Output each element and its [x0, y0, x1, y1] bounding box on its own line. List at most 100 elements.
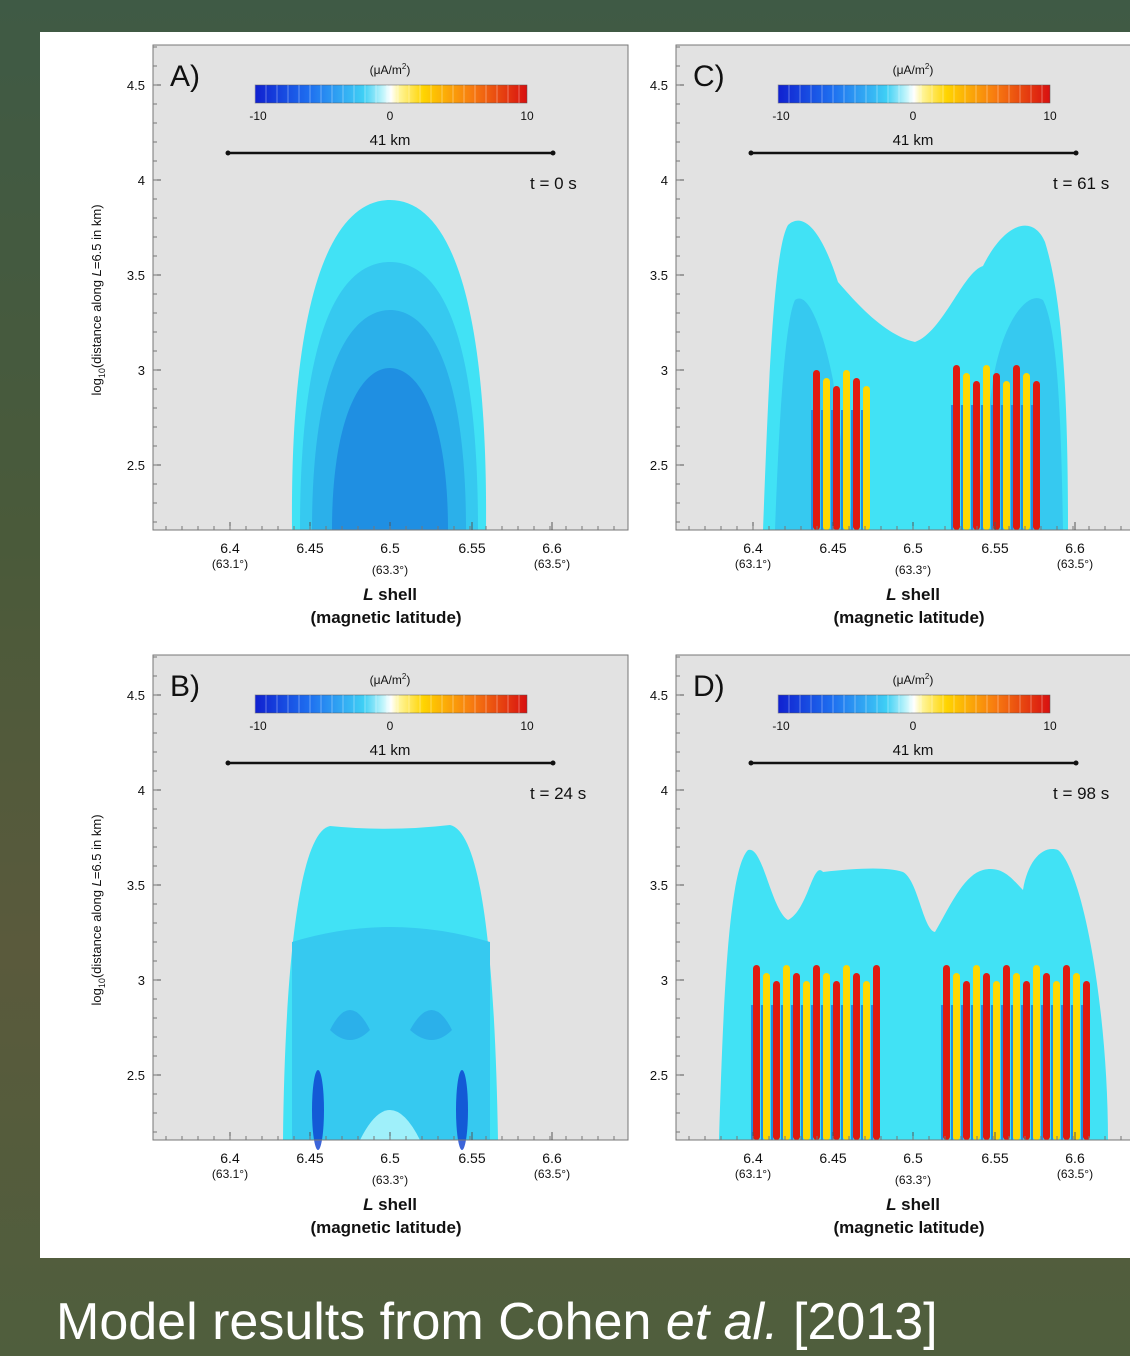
colorbar-unit-text: ): [406, 673, 410, 687]
contour-stripe: [831, 1005, 833, 1140]
panel-label: D): [693, 670, 725, 703]
contour-stripe: [971, 1005, 973, 1140]
x-axis-label-text: shell: [373, 1195, 416, 1214]
colorbar-tick-label: -10: [772, 719, 790, 733]
contour-stripe: [951, 405, 953, 530]
y-tick-label: 3.5: [650, 878, 668, 893]
x-tick-label: 6.4: [220, 1150, 240, 1166]
x-tick-label: 6.45: [819, 1150, 846, 1166]
colorbar-tick-label: -10: [249, 719, 267, 733]
contour-stripe: [953, 973, 960, 1140]
contour-stripe: [991, 1005, 993, 1140]
contour-stripe: [1051, 1005, 1053, 1140]
x-axis-label-text: shell: [373, 585, 416, 604]
y-axis-label-italic: L: [89, 269, 104, 276]
x-tick-label: 6.5: [380, 1150, 400, 1166]
contour-stripe: [953, 365, 960, 530]
x-tick-label: 6.45: [296, 540, 323, 556]
x-axis-label-text: shell: [896, 1195, 939, 1214]
y-tick-label: 2.5: [127, 1068, 145, 1083]
caption-text: [2013]: [778, 1293, 938, 1351]
x-tick-label: 6.45: [819, 540, 846, 556]
contour-stripe: [993, 373, 1000, 530]
contour-stripe: [803, 981, 810, 1140]
contour-stripe: [963, 981, 970, 1140]
contour-stripe: [963, 373, 970, 530]
contour-stripe: [1061, 1005, 1063, 1140]
contour-stripe: [941, 1005, 943, 1140]
contour-stripe: [783, 965, 790, 1140]
contour-stripe: [943, 965, 950, 1140]
y-tick-label: 3.5: [650, 268, 668, 283]
x-tick-latitude: (63.5°): [1057, 1167, 1093, 1181]
contour-stripe: [961, 1005, 963, 1140]
contour-stripe: [871, 1005, 873, 1140]
y-axis-label-text: (distance along: [89, 886, 104, 978]
x-tick-latitude: (63.3°): [895, 1173, 931, 1187]
x-tick-latitude: (63.1°): [735, 1167, 771, 1181]
y-tick-label: 4.5: [650, 688, 668, 703]
contour-stripe: [973, 965, 980, 1140]
contour-stripe: [1001, 1005, 1003, 1140]
scale-bar-label: 41 km: [893, 132, 934, 149]
y-tick-label: 3.5: [127, 878, 145, 893]
x-tick-label: 6.55: [981, 540, 1008, 556]
colorbar-unit-sup: 2: [402, 672, 407, 681]
scale-bar-end: [550, 760, 556, 766]
contour-stripe: [1001, 405, 1003, 530]
colorbar-tick-label: 10: [1043, 719, 1057, 733]
y-axis-label-text: =6.5 in km): [89, 204, 104, 269]
time-label: t = 98 s: [1053, 784, 1109, 803]
x-tick-label: 6.6: [542, 1150, 562, 1166]
x-tick-latitude: (63.3°): [372, 563, 408, 577]
caption: Model results from Cohen et al. [2013]: [56, 1292, 938, 1352]
contour-stripe: [1033, 381, 1040, 530]
contour-stripe: [1041, 1005, 1043, 1140]
contour-stripe: [961, 405, 963, 530]
scale-bar-end: [225, 760, 231, 766]
x-tick-latitude: (63.5°): [534, 1167, 570, 1181]
contour-stripe: [793, 973, 800, 1140]
x-tick-label: 6.4: [743, 1150, 763, 1166]
contour-stripe: [1023, 981, 1030, 1140]
contour-stripe: [1063, 965, 1070, 1140]
colorbar: [777, 84, 1051, 104]
contour-stripe: [841, 410, 843, 530]
contour-stripe: [821, 410, 823, 530]
colorbar-unit: (μA/m2): [893, 672, 934, 687]
y-axis-label-text: log: [89, 378, 104, 395]
contour-stripe: [851, 1005, 853, 1140]
contour-stripe: [791, 1005, 793, 1140]
x-tick-label: 6.55: [981, 1150, 1008, 1166]
x-axis-label: L shell: [363, 585, 417, 604]
colorbar-unit: (μA/m2): [370, 62, 411, 77]
contour-region: [292, 927, 490, 1140]
colorbar-unit-text: (μA/m: [893, 673, 925, 687]
x-axis-label: L shell: [886, 585, 940, 604]
contour-stripe: [813, 965, 820, 1140]
colorbar-unit-sup: 2: [402, 62, 407, 71]
x-axis-sublabel: (magnetic latitude): [310, 1218, 461, 1237]
contour-stripe: [1081, 1005, 1083, 1140]
contour-stripe: [811, 1005, 813, 1140]
contour-stripe: [1023, 373, 1030, 530]
y-axis-label-text: =6.5 in km): [89, 814, 104, 879]
x-tick-label: 6.4: [220, 540, 240, 556]
y-tick-label: 3: [138, 363, 145, 378]
y-axis-label-sub: 10: [97, 978, 107, 988]
colorbar-unit-text: ): [929, 63, 933, 77]
y-tick-label: 4.5: [650, 78, 668, 93]
y-tick-label: 2.5: [127, 458, 145, 473]
panel: 4.5 4 3.5 3 2.5 6.4(63.1°) 6.45 6.5 (63.3°) 6.55 6…: [650, 44, 1130, 627]
time-label: t = 24 s: [530, 784, 586, 803]
contour-stripe: [771, 1005, 773, 1140]
contour-stripe: [1021, 1005, 1023, 1140]
x-axis-sublabel: (magnetic latitude): [833, 608, 984, 627]
x-tick-label: 6.55: [458, 1150, 485, 1166]
colorbar-unit-sup: 2: [925, 672, 930, 681]
x-axis-label-italic: L: [886, 1195, 896, 1214]
contour-stripe: [821, 1005, 823, 1140]
y-axis-label: log10(distance along L=6.5 in km): [89, 814, 107, 1005]
x-axis-label-text: shell: [896, 585, 939, 604]
x-tick-label: 6.55: [458, 540, 485, 556]
